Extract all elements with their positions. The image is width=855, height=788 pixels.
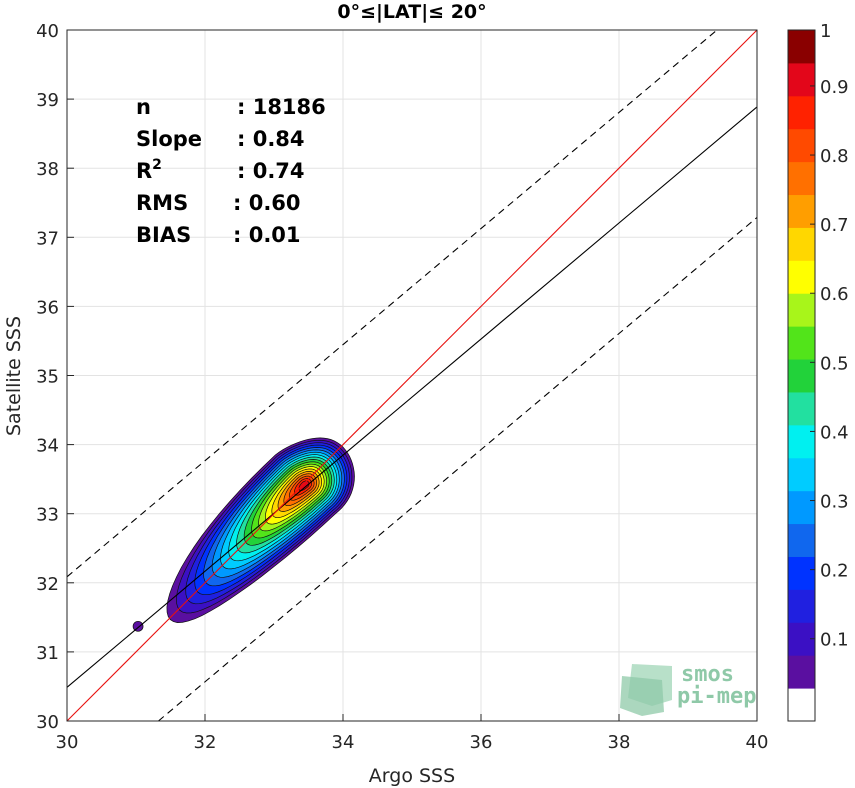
x-tick-label-2: 34 — [332, 732, 355, 753]
y-tick-label-9: 39 — [36, 90, 59, 111]
colorbar-tick-label-7: 0.8 — [820, 146, 849, 167]
x-ticks: 30 32 34 36 38 40 — [56, 714, 769, 753]
y-axis-label: Satellite SSS — [3, 316, 25, 436]
x-tick-label-0: 30 — [56, 732, 79, 753]
chart-title: 0°≤|LAT|≤ 20° — [337, 1, 486, 23]
smos-pi-mep-logo: smos pi-mep — [620, 662, 756, 716]
colorbar-segment-12 — [788, 293, 815, 327]
contour-isolated-patch — [132, 620, 144, 632]
fit-upper-dashed-line — [66, 29, 718, 578]
stat-value-3: : 0.60 — [233, 191, 301, 215]
colorbar-segment-9 — [788, 391, 815, 426]
colorbar-segment-5 — [788, 523, 815, 557]
colorbar-tick-label-2: 0.3 — [820, 492, 849, 513]
colorbar-segment-20 — [788, 30, 815, 64]
colorbar-segment-11 — [788, 326, 815, 360]
y-tick-label-8: 38 — [36, 159, 59, 180]
colorbar-tick-label-6: 0.7 — [820, 215, 849, 236]
y-tick-label-2: 32 — [36, 574, 59, 595]
colorbar-tick-label-0: 0.1 — [820, 630, 849, 651]
y-tick-label-4: 34 — [36, 436, 59, 457]
colorbar-segment-4 — [788, 556, 815, 590]
stat-label-1: Slope — [136, 127, 202, 151]
colorbar-frame — [787, 29, 816, 722]
colorbar-segment-7 — [788, 457, 815, 492]
y-tick-label-5: 35 — [36, 367, 59, 388]
y-tick-label-7: 37 — [36, 228, 59, 249]
colorbar — [788, 30, 815, 722]
stat-label-sup: 2 — [152, 157, 162, 173]
colorbar-segment-19 — [788, 62, 815, 97]
y-ticks: 30 31 32 33 34 35 36 37 38 39 40 — [36, 21, 74, 733]
stat-value-1: : 0.84 — [237, 127, 305, 151]
y-tick-label-3: 33 — [36, 505, 59, 526]
x-tick-label-5: 40 — [746, 732, 769, 753]
stat-label-2: R2 — [136, 157, 162, 183]
colorbar-segment-8 — [788, 424, 815, 459]
y-tick-label-6: 36 — [36, 297, 59, 318]
watermark-line2: pi-mep — [677, 684, 756, 709]
contour-level-19 — [298, 480, 310, 492]
stat-label-3: RMS — [136, 191, 188, 215]
colorbar-segment-18 — [788, 95, 815, 130]
y-tick-label-0: 30 — [36, 712, 59, 733]
colorbar-tick-label-1: 0.2 — [820, 561, 849, 582]
colorbar-segment-10 — [788, 359, 815, 393]
colorbar-segment-6 — [788, 490, 815, 525]
density-contours — [132, 437, 355, 632]
fit-line — [66, 106, 758, 688]
identity-line — [66, 29, 758, 722]
x-tick-label-1: 32 — [194, 732, 217, 753]
x-tick-label-3: 36 — [470, 732, 493, 753]
stat-value-4: : 0.01 — [233, 223, 301, 247]
colorbar-segment-16 — [788, 161, 815, 196]
x-axis-label: Argo SSS — [369, 765, 455, 787]
colorbar-segment-0 — [788, 688, 815, 722]
colorbar-segment-13 — [788, 260, 815, 294]
stat-value-2: : 0.74 — [237, 159, 305, 183]
colorbar-segment-14 — [788, 227, 815, 261]
stat-value-0: : 18186 — [237, 95, 326, 119]
colorbar-tick-label-5: 0.6 — [820, 284, 849, 305]
x-tick-label-4: 38 — [608, 732, 631, 753]
colorbar-segment-3 — [788, 589, 815, 623]
stats-box: n : 18186 Slope : 0.84 R2 : 0.74 RMS : 0.60 BIAS… — [136, 95, 326, 247]
colorbar-segment-17 — [788, 128, 815, 163]
colorbar-segment-15 — [788, 194, 815, 228]
fit-lower-dashed-line — [158, 217, 758, 722]
colorbar-tick-label-9: 1 — [820, 21, 831, 42]
colorbar-tick-label-8: 0.9 — [820, 77, 849, 98]
stat-label-0: n — [136, 95, 151, 119]
colorbar-tick-label-4: 0.5 — [820, 353, 849, 374]
colorbar-tick-label-3: 0.4 — [820, 422, 849, 443]
reference-lines — [66, 29, 758, 722]
y-tick-label-10: 40 — [36, 21, 59, 42]
stat-label-4: BIAS — [136, 223, 191, 247]
colorbar-ticks: 0.1 0.2 0.3 0.4 0.5 0.6 0.7 0.8 0.9 1 — [810, 21, 849, 651]
watermark-line1: smos — [681, 662, 734, 687]
y-tick-label-1: 31 — [36, 643, 59, 664]
colorbar-segment-1 — [788, 655, 815, 689]
